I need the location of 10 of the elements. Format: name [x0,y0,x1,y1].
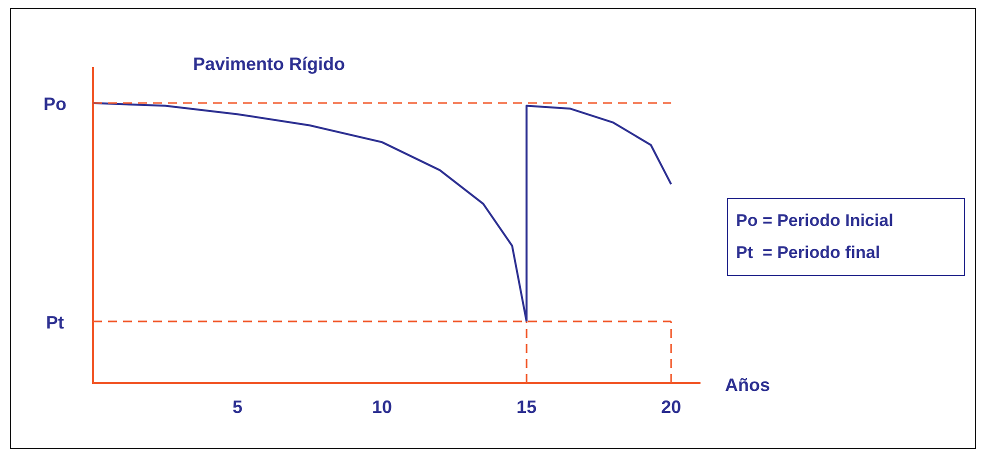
x-tick-label: 15 [516,396,537,417]
ref-line-label: Po [43,94,67,114]
chart-title: Pavimento Rígido [193,54,346,74]
x-tick-label: 10 [372,396,392,417]
x-tick-label: 5 [232,396,243,417]
x-axis-title: Años [725,374,770,395]
ref-line-label: Pt [46,312,64,332]
text: Pt = Periodo final [736,242,882,264]
x-tick-label: 20 [661,396,682,417]
text: Po = Periodo Inicial [736,210,894,232]
